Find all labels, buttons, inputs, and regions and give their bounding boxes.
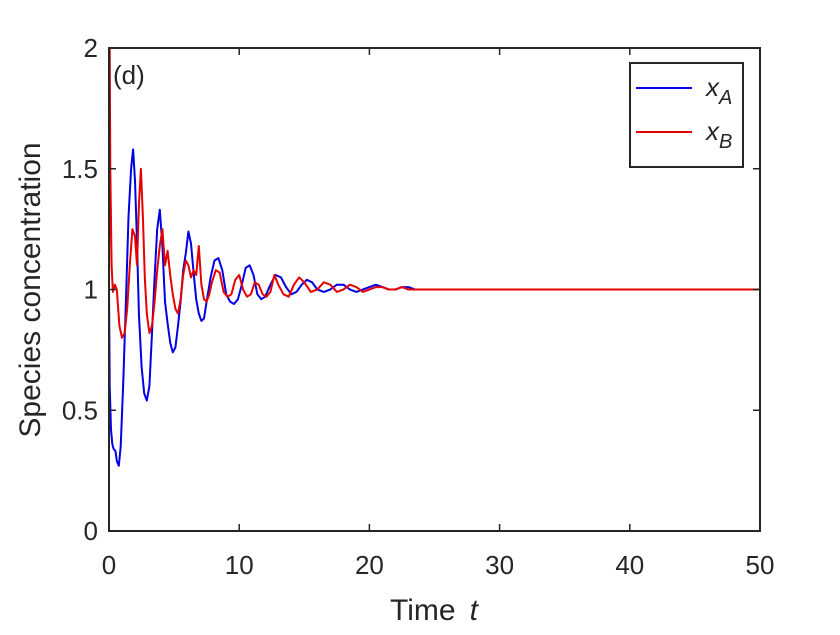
- legend-label-symbol: x: [704, 72, 720, 102]
- y-tick-label: 1.5: [62, 154, 98, 184]
- x-tick-label: 10: [225, 550, 254, 580]
- y-tick-label: 1: [84, 275, 98, 305]
- legend-label-symbol: x: [704, 116, 720, 146]
- x-tick-label: 40: [615, 550, 644, 580]
- x-axis-title: Time t: [390, 594, 480, 627]
- y-axis-title: Species concentration: [14, 142, 47, 437]
- y-tick-label: 2: [84, 33, 98, 63]
- y-tick-label: 0.5: [62, 395, 98, 425]
- legend-label-subscript: A: [718, 87, 732, 109]
- x-axis-title-variable: t: [470, 594, 480, 627]
- x-tick-label: 30: [485, 550, 514, 580]
- x-tick-label: 20: [355, 550, 384, 580]
- x-tick-label: 0: [102, 550, 116, 580]
- panel-label: (d): [113, 60, 145, 90]
- legend-label-B: xB: [704, 116, 732, 153]
- tick-layer: 0 10 20 30 40 50 0 0.5 1 1.5 2: [62, 33, 775, 580]
- series-layer: [108, 47, 761, 467]
- y-tick-label: 0: [84, 516, 98, 546]
- series-line-x-B: [108, 47, 761, 339]
- legend-label-A: xA: [704, 72, 732, 109]
- legend-box: [629, 62, 744, 168]
- x-tick-label: 50: [746, 550, 775, 580]
- legend-label-subscript: B: [719, 131, 732, 153]
- x-axis-title-text: Time: [390, 594, 456, 627]
